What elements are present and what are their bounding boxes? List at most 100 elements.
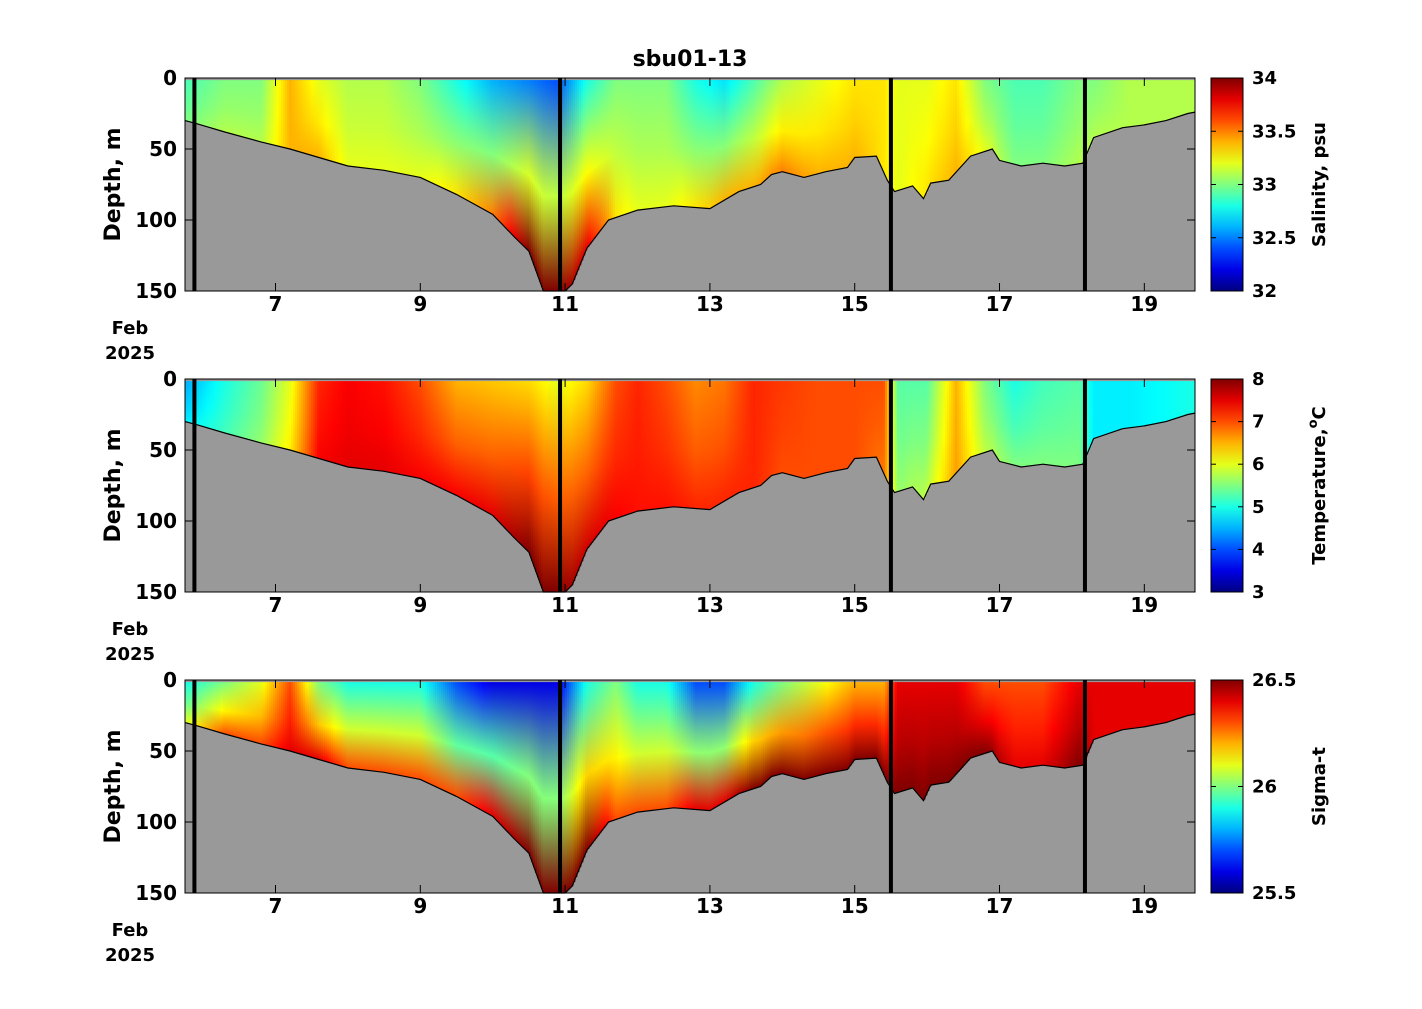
- water-profile: [397, 682, 400, 776]
- water-profile: [809, 381, 812, 477]
- water-profile: [1031, 80, 1034, 165]
- water-profile: [695, 381, 698, 509]
- water-profile: [527, 381, 530, 552]
- water-profile: [479, 682, 482, 810]
- water-profile: [637, 682, 640, 813]
- water-profile: [591, 80, 594, 242]
- water-profile: [425, 682, 428, 783]
- water-profile: [213, 682, 216, 731]
- water-profile: [419, 80, 422, 178]
- water-profile: [607, 80, 610, 221]
- water-profile: [807, 381, 810, 478]
- water-profile: [1015, 682, 1018, 767]
- water-profile: [1059, 682, 1062, 768]
- water-profile: [625, 381, 628, 516]
- water-profile: [481, 80, 484, 209]
- water-profile: [453, 80, 456, 194]
- water-profile: [645, 80, 648, 210]
- water-profile: [595, 682, 598, 839]
- water-profile: [947, 80, 950, 181]
- water-profile: [1107, 682, 1110, 735]
- water-profile: [1047, 80, 1050, 164]
- water-profile: [1137, 381, 1140, 427]
- water-profile: [397, 381, 400, 475]
- water-profile: [1165, 682, 1168, 723]
- x-tick-label: 11: [551, 593, 579, 617]
- water-profile: [271, 80, 274, 145]
- water-profile: [1019, 682, 1022, 768]
- water-profile: [329, 682, 332, 763]
- water-profile: [1079, 381, 1082, 465]
- water-profile: [759, 80, 762, 185]
- water-profile: [871, 682, 874, 759]
- water-profile: [1081, 381, 1084, 465]
- water-profile: [1025, 682, 1028, 768]
- water-profile: [249, 80, 252, 139]
- water-profile: [981, 80, 984, 153]
- water-profile: [185, 80, 188, 121]
- water-profile: [215, 381, 218, 431]
- water-profile: [861, 80, 864, 158]
- water-profile: [259, 682, 262, 744]
- water-profile: [765, 381, 768, 481]
- water-profile: [651, 80, 654, 209]
- water-profile: [1149, 682, 1152, 726]
- water-profile: [715, 80, 718, 206]
- water-profile: [607, 381, 610, 522]
- water-profile: [295, 381, 298, 452]
- water-profile: [327, 80, 330, 161]
- water-profile: [241, 381, 244, 438]
- water-profile: [339, 80, 342, 164]
- water-profile: [383, 80, 386, 171]
- x-tick-label: 13: [696, 292, 724, 316]
- water-profile: [843, 381, 846, 470]
- water-profile: [445, 381, 448, 491]
- water-profile: [253, 80, 256, 140]
- water-profile: [519, 80, 522, 243]
- water-profile: [783, 682, 786, 775]
- x-tick-label: 7: [269, 292, 283, 316]
- water-profile: [599, 381, 602, 533]
- water-profile: [401, 381, 404, 475]
- water-profile: [645, 682, 648, 812]
- water-profile: [395, 80, 398, 173]
- water-profile: [563, 80, 566, 291]
- water-profile: [653, 80, 656, 209]
- x-tick-label: 7: [269, 894, 283, 918]
- water-profile: [267, 682, 270, 746]
- water-profile: [379, 682, 382, 772]
- water-profile: [879, 381, 882, 466]
- water-profile: [603, 381, 606, 527]
- water-profile: [913, 80, 916, 188]
- water-profile: [1129, 682, 1132, 729]
- water-profile: [635, 682, 638, 813]
- water-profile: [957, 682, 960, 773]
- water-profile: [1179, 381, 1182, 418]
- water-profile: [295, 682, 298, 753]
- water-profile: [231, 682, 234, 736]
- water-profile: [679, 80, 682, 207]
- water-profile: [305, 381, 308, 455]
- water-profile: [991, 682, 994, 752]
- water-profile: [341, 381, 344, 466]
- water-profile: [299, 80, 302, 152]
- water-profile: [411, 381, 414, 477]
- water-profile: [303, 381, 306, 455]
- water-profile: [849, 80, 852, 164]
- water-profile: [1139, 80, 1142, 126]
- water-profile: [939, 381, 942, 483]
- water-profile: [935, 682, 938, 785]
- water-profile: [481, 682, 484, 811]
- water-profile: [1119, 80, 1122, 129]
- water-profile: [1119, 381, 1122, 430]
- water-profile: [483, 80, 486, 210]
- water-profile: [813, 682, 816, 777]
- water-profile: [429, 682, 432, 784]
- water-profile: [1065, 682, 1068, 768]
- water-profile: [979, 381, 982, 455]
- water-profile: [1017, 381, 1020, 467]
- water-profile: [509, 381, 512, 534]
- water-profile: [541, 381, 544, 589]
- x-tick-label: 7: [269, 593, 283, 617]
- water-profile: [565, 682, 568, 893]
